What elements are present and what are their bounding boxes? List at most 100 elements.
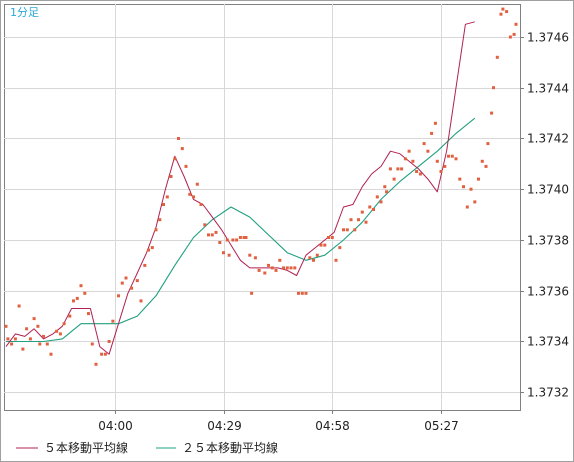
price-point xyxy=(426,149,430,153)
price-point xyxy=(407,149,411,153)
price-point xyxy=(368,205,372,209)
price-point xyxy=(36,324,40,328)
price-point xyxy=(192,195,195,199)
price-point xyxy=(270,266,274,270)
price-point xyxy=(392,177,396,181)
price-point xyxy=(499,12,503,16)
price-point xyxy=(454,157,458,161)
price-point xyxy=(139,299,143,303)
price-point xyxy=(327,236,330,239)
price-point xyxy=(433,121,437,125)
price-point xyxy=(505,10,509,14)
price-point xyxy=(162,203,165,206)
price-point xyxy=(379,200,383,204)
price-point xyxy=(285,266,289,270)
price-point xyxy=(244,236,248,239)
ma25-line-group xyxy=(6,117,476,343)
price-point xyxy=(111,319,115,323)
price-point xyxy=(90,342,94,346)
price-point xyxy=(25,327,29,331)
price-point xyxy=(375,195,379,199)
price-point xyxy=(486,142,490,146)
price-point xyxy=(293,266,297,270)
price-point xyxy=(235,238,239,242)
price-point xyxy=(385,190,389,194)
price-point xyxy=(158,218,162,222)
price-point xyxy=(214,230,218,234)
price-point xyxy=(372,208,375,211)
price-point xyxy=(508,35,512,39)
x-tick-label: 04:29 xyxy=(207,419,242,433)
legend: ５本移動平均線 ２５本移動平均線 xyxy=(16,440,278,455)
price-point xyxy=(435,159,439,163)
price-point xyxy=(135,279,139,283)
price-point xyxy=(72,299,75,303)
plot-area xyxy=(4,4,521,411)
price-point xyxy=(364,220,368,224)
price-point xyxy=(257,268,261,272)
price-point xyxy=(250,291,254,295)
price-point xyxy=(130,286,134,290)
price-point xyxy=(79,284,83,288)
price-point xyxy=(248,253,252,257)
price-point xyxy=(263,271,267,275)
y-axis-ticks: 1.3746 1.3744 1.3742 1.3740 1.3738 1.3736 1.37… xyxy=(520,31,569,400)
price-point xyxy=(49,352,53,356)
price-point xyxy=(117,294,120,298)
price-point xyxy=(120,281,124,285)
price-point xyxy=(458,177,462,181)
price-point xyxy=(443,164,447,168)
price-point xyxy=(383,185,387,189)
price-point xyxy=(150,246,154,250)
y-tick-label: 1.3740 xyxy=(527,183,569,197)
price-point xyxy=(225,238,229,242)
price-point xyxy=(107,340,111,343)
price-point xyxy=(184,164,188,168)
price-point xyxy=(422,142,426,146)
price-point xyxy=(415,170,419,173)
x-tick-label: 04:00 xyxy=(98,419,133,433)
price-point xyxy=(403,157,407,161)
ma5-line xyxy=(5,21,475,355)
price-point xyxy=(512,32,516,36)
y-tick-label: 1.3738 xyxy=(527,234,569,248)
price-point xyxy=(4,324,8,328)
price-point xyxy=(87,312,90,316)
price-point xyxy=(300,291,304,295)
price-point xyxy=(396,167,400,171)
price-point xyxy=(218,241,222,244)
price-point xyxy=(94,362,98,366)
price-point xyxy=(278,258,282,262)
price-point xyxy=(55,329,59,333)
price-point xyxy=(430,131,434,135)
price-point xyxy=(68,314,72,318)
legend-label-ma25: ２５本移動平均線 xyxy=(182,440,278,455)
price-point xyxy=(357,218,360,222)
y-tick-label: 1.3746 xyxy=(527,31,569,45)
price-point xyxy=(147,248,150,252)
price-point xyxy=(465,205,469,209)
price-point xyxy=(462,185,465,189)
price-point xyxy=(227,253,231,257)
price-point xyxy=(411,159,415,163)
price-point xyxy=(17,304,21,308)
price-point xyxy=(330,236,334,239)
price-point xyxy=(195,182,199,186)
price-point xyxy=(124,276,128,280)
price-point xyxy=(473,200,477,204)
x-tick-label: 05:27 xyxy=(424,419,459,433)
price-point xyxy=(480,159,484,163)
price-point xyxy=(267,263,270,267)
price-point xyxy=(62,322,66,326)
y-tick-label: 1.3736 xyxy=(527,285,569,299)
price-point xyxy=(345,228,349,232)
price-point xyxy=(143,263,147,267)
interval-label: 1分足 xyxy=(10,6,39,19)
legend-label-ma5: ５本移動平均線 xyxy=(44,440,128,455)
price-point xyxy=(177,137,180,140)
price-point xyxy=(180,147,184,151)
price-point xyxy=(289,266,293,270)
ma25-line xyxy=(6,117,476,343)
price-point xyxy=(100,352,104,356)
